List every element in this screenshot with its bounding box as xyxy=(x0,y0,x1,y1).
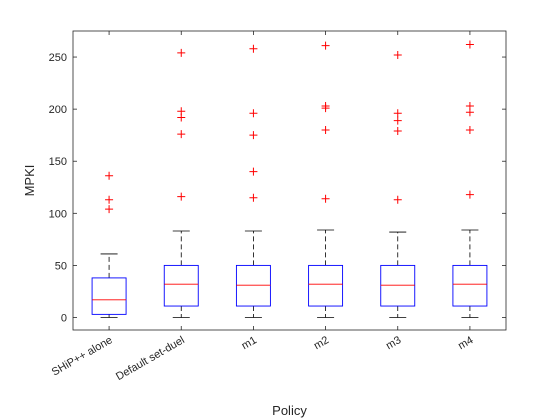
outlier-marker xyxy=(393,50,402,59)
outlier-marker xyxy=(249,44,258,53)
outlier-marker xyxy=(321,102,330,111)
box-4 xyxy=(380,50,416,318)
box-0 xyxy=(91,171,127,318)
outlier-marker xyxy=(393,195,402,204)
outlier-marker xyxy=(105,171,114,180)
outlier-marker xyxy=(393,127,402,136)
y-tick-label: 0 xyxy=(61,312,67,324)
x-axis-label: Policy xyxy=(272,403,307,418)
y-tick-label: 200 xyxy=(49,104,67,116)
outlier-marker xyxy=(465,190,474,199)
outlier-marker xyxy=(393,116,402,125)
y-tick-label: 150 xyxy=(49,156,67,168)
box-5 xyxy=(452,40,488,318)
outlier-marker xyxy=(321,194,330,203)
y-tick-label: 50 xyxy=(55,260,67,272)
box-2 xyxy=(235,44,271,318)
iqr-box xyxy=(235,264,271,307)
outlier-marker xyxy=(249,193,258,202)
y-axis-label: MPKI xyxy=(22,165,37,197)
y-tick-label: 100 xyxy=(49,208,67,220)
outlier-marker xyxy=(249,109,258,118)
outlier-marker xyxy=(177,48,186,57)
iqr-box xyxy=(91,277,127,315)
outlier-marker xyxy=(105,195,114,204)
outlier-marker xyxy=(177,192,186,201)
outlier-marker xyxy=(105,205,114,214)
box-3 xyxy=(308,41,344,318)
y-tick-label: 250 xyxy=(49,52,67,64)
iqr-box xyxy=(452,264,488,307)
iqr-box xyxy=(163,264,199,307)
iqr-box xyxy=(380,264,416,307)
y-axis: 0 50 100 150 200 250 xyxy=(49,52,506,324)
outlier-marker xyxy=(321,41,330,50)
outlier-marker xyxy=(465,40,474,49)
outlier-marker xyxy=(465,102,474,111)
outlier-marker xyxy=(393,109,402,118)
outlier-marker xyxy=(249,131,258,140)
box-1 xyxy=(163,48,199,318)
outlier-marker xyxy=(177,130,186,139)
axes-frame xyxy=(72,30,507,331)
outlier-marker xyxy=(321,125,330,134)
outlier-marker xyxy=(465,125,474,134)
plot-area xyxy=(91,40,488,318)
outlier-marker xyxy=(249,167,258,176)
iqr-box xyxy=(308,264,344,307)
outlier-marker xyxy=(177,107,186,116)
